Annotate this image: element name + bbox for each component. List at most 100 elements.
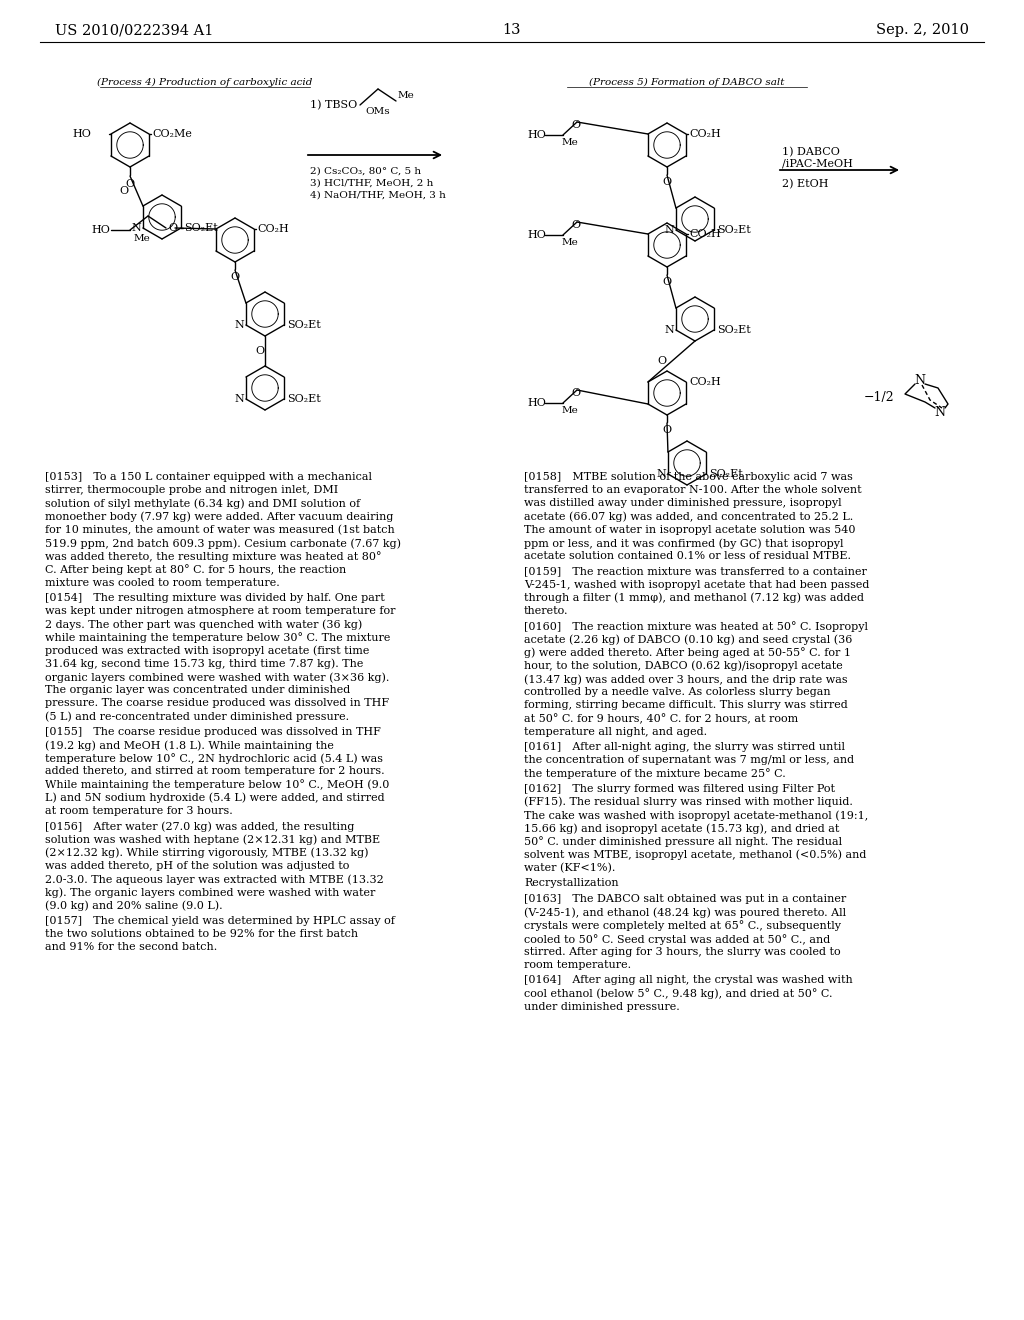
Text: solution of silyl methylate (6.34 kg) and DMI solution of: solution of silyl methylate (6.34 kg) an…: [45, 499, 360, 510]
Text: (2×12.32 kg). While stirring vigorously, MTBE (13.32 kg): (2×12.32 kg). While stirring vigorously,…: [45, 847, 369, 858]
Text: Me: Me: [398, 91, 415, 99]
Text: produced was extracted with isopropyl acetate (first time: produced was extracted with isopropyl ac…: [45, 645, 370, 656]
Text: N: N: [131, 223, 141, 234]
Text: The cake was washed with isopropyl acetate-methanol (19:1,: The cake was washed with isopropyl aceta…: [524, 810, 868, 821]
Text: temperature below 10° C., 2N hydrochloric acid (5.4 L) was: temperature below 10° C., 2N hydrochlori…: [45, 754, 383, 764]
Text: 2) Cs₂CO₃, 80° C, 5 h: 2) Cs₂CO₃, 80° C, 5 h: [310, 168, 421, 176]
Text: solution was washed with heptane (2×12.31 kg) and MTBE: solution was washed with heptane (2×12.3…: [45, 834, 380, 845]
Text: while maintaining the temperature below 30° C. The mixture: while maintaining the temperature below …: [45, 632, 390, 643]
Text: [0159] The reaction mixture was transferred to a container: [0159] The reaction mixture was transfer…: [524, 566, 867, 577]
Text: (19.2 kg) and MeOH (1.8 L). While maintaining the: (19.2 kg) and MeOH (1.8 L). While mainta…: [45, 741, 334, 751]
Text: g) were added thereto. After being aged at 50-55° C. for 1: g) were added thereto. After being aged …: [524, 648, 851, 659]
Text: (Process 5) Formation of DABCO salt: (Process 5) Formation of DABCO salt: [590, 78, 784, 87]
Text: 2.0-3.0. The aqueous layer was extracted with MTBE (13.32: 2.0-3.0. The aqueous layer was extracted…: [45, 874, 384, 884]
Text: acetate (66.07 kg) was added, and concentrated to 25.2 L.: acetate (66.07 kg) was added, and concen…: [524, 512, 853, 523]
Text: The organic layer was concentrated under diminished: The organic layer was concentrated under…: [45, 685, 350, 696]
Text: N: N: [656, 469, 666, 479]
Text: HO: HO: [72, 129, 91, 139]
Text: under diminished pressure.: under diminished pressure.: [524, 1002, 680, 1012]
Text: 3) HCl/THF, MeOH, 2 h: 3) HCl/THF, MeOH, 2 h: [310, 180, 433, 187]
Text: was added thereto, pH of the solution was adjusted to: was added thereto, pH of the solution wa…: [45, 861, 349, 871]
Text: Recrystallization: Recrystallization: [524, 878, 618, 888]
Text: [0155] The coarse residue produced was dissolved in THF: [0155] The coarse residue produced was d…: [45, 727, 381, 737]
Text: While maintaining the temperature below 10° C., MeOH (9.0: While maintaining the temperature below …: [45, 780, 389, 791]
Text: transferred to an evaporator N-100. After the whole solvent: transferred to an evaporator N-100. Afte…: [524, 486, 861, 495]
Text: SO₂Et: SO₂Et: [184, 223, 218, 234]
Text: organic layers combined were washed with water (3×36 kg).: organic layers combined were washed with…: [45, 672, 389, 682]
Text: was added thereto, the resulting mixture was heated at 80°: was added thereto, the resulting mixture…: [45, 552, 382, 562]
Text: (FF15). The residual slurry was rinsed with mother liquid.: (FF15). The residual slurry was rinsed w…: [524, 797, 853, 808]
Text: [0153] To a 150 L container equipped with a mechanical: [0153] To a 150 L container equipped wit…: [45, 473, 372, 482]
Text: room temperature.: room temperature.: [524, 960, 631, 970]
Text: CO₂H: CO₂H: [689, 129, 721, 139]
Text: 2 days. The other part was quenched with water (36 kg): 2 days. The other part was quenched with…: [45, 619, 362, 630]
Text: kg). The organic layers combined were washed with water: kg). The organic layers combined were wa…: [45, 887, 376, 898]
Text: 2) EtOH: 2) EtOH: [782, 178, 828, 189]
Text: controlled by a needle valve. As colorless slurry began: controlled by a needle valve. As colorle…: [524, 688, 830, 697]
Text: cool ethanol (below 5° C., 9.48 kg), and dried at 50° C.: cool ethanol (below 5° C., 9.48 kg), and…: [524, 989, 833, 999]
Text: [0163] The DABCO salt obtained was put in a container: [0163] The DABCO salt obtained was put i…: [524, 894, 846, 904]
Text: HO: HO: [91, 224, 110, 235]
Text: O: O: [168, 223, 177, 234]
Text: water (KF<1%).: water (KF<1%).: [524, 863, 615, 873]
Text: the concentration of supernatant was 7 mg/ml or less, and: the concentration of supernatant was 7 m…: [524, 755, 854, 766]
Text: [0156] After water (27.0 kg) was added, the resulting: [0156] After water (27.0 kg) was added, …: [45, 821, 354, 832]
Text: and 91% for the second batch.: and 91% for the second batch.: [45, 942, 217, 952]
Text: Me: Me: [561, 238, 579, 247]
Text: added thereto, and stirred at room temperature for 2 hours.: added thereto, and stirred at room tempe…: [45, 767, 385, 776]
Text: 519.9 ppm, 2nd batch 609.3 ppm). Cesium carbonate (7.67 kg): 519.9 ppm, 2nd batch 609.3 ppm). Cesium …: [45, 539, 401, 549]
Text: CO₂H: CO₂H: [689, 378, 721, 387]
Text: ppm or less, and it was confirmed (by GC) that isopropyl: ppm or less, and it was confirmed (by GC…: [524, 539, 844, 549]
Text: HO: HO: [527, 230, 546, 240]
Text: 4) NaOH/THF, MeOH, 3 h: 4) NaOH/THF, MeOH, 3 h: [310, 191, 445, 201]
Text: was distilled away under diminished pressure, isopropyl: was distilled away under diminished pres…: [524, 499, 842, 508]
Text: cooled to 50° C. Seed crystal was added at 50° C., and: cooled to 50° C. Seed crystal was added …: [524, 933, 830, 945]
Text: forming, stirring became difficult. This slurry was stirred: forming, stirring became difficult. This…: [524, 701, 848, 710]
Text: Me: Me: [561, 139, 579, 147]
Text: at 50° C. for 9 hours, 40° C. for 2 hours, at room: at 50° C. for 9 hours, 40° C. for 2 hour…: [524, 714, 799, 725]
Text: (V-245-1), and ethanol (48.24 kg) was poured thereto. All: (V-245-1), and ethanol (48.24 kg) was po…: [524, 907, 846, 917]
Text: stirrer, thermocouple probe and nitrogen inlet, DMI: stirrer, thermocouple probe and nitrogen…: [45, 486, 338, 495]
Text: V-245-1, washed with isopropyl acetate that had been passed: V-245-1, washed with isopropyl acetate t…: [524, 579, 869, 590]
Text: N: N: [665, 325, 674, 335]
Text: [0160] The reaction mixture was heated at 50° C. Isopropyl: [0160] The reaction mixture was heated a…: [524, 622, 868, 632]
Text: C. After being kept at 80° C. for 5 hours, the reaction: C. After being kept at 80° C. for 5 hour…: [45, 565, 346, 576]
Text: 13: 13: [503, 22, 521, 37]
Text: O: O: [657, 356, 667, 367]
Text: Me: Me: [133, 234, 151, 243]
Text: O: O: [570, 220, 580, 230]
Text: for 10 minutes, the amount of water was measured (1st batch: for 10 minutes, the amount of water was …: [45, 525, 394, 535]
Text: temperature all night, and aged.: temperature all night, and aged.: [524, 727, 708, 737]
Text: crystals were completely melted at 65° C., subsequently: crystals were completely melted at 65° C…: [524, 920, 841, 932]
Text: O: O: [119, 186, 128, 195]
Text: thereto.: thereto.: [524, 606, 568, 616]
Text: (13.47 kg) was added over 3 hours, and the drip rate was: (13.47 kg) was added over 3 hours, and t…: [524, 675, 848, 685]
Text: −1/2: −1/2: [863, 392, 894, 404]
Text: acetate (2.26 kg) of DABCO (0.10 kg) and seed crystal (36: acetate (2.26 kg) of DABCO (0.10 kg) and…: [524, 635, 852, 645]
Text: mixture was cooled to room temperature.: mixture was cooled to room temperature.: [45, 578, 280, 587]
Text: N: N: [914, 374, 926, 387]
Text: (Process 4) Production of carboxylic acid: (Process 4) Production of carboxylic aci…: [97, 78, 312, 87]
Text: was kept under nitrogen atmosphere at room temperature for: was kept under nitrogen atmosphere at ro…: [45, 606, 395, 616]
Text: O: O: [125, 180, 134, 189]
Text: [0157] The chemical yield was determined by HPLC assay of: [0157] The chemical yield was determined…: [45, 916, 395, 925]
Text: O: O: [663, 425, 672, 436]
Text: 1) DABCO: 1) DABCO: [782, 147, 840, 157]
Text: CO₂Me: CO₂Me: [152, 129, 191, 139]
Text: O: O: [570, 120, 580, 129]
Text: hour, to the solution, DABCO (0.62 kg)/isopropyl acetate: hour, to the solution, DABCO (0.62 kg)/i…: [524, 661, 843, 672]
Text: through a filter (1 mmφ), and methanol (7.12 kg) was added: through a filter (1 mmφ), and methanol (…: [524, 593, 864, 603]
Text: 1) TBSO: 1) TBSO: [310, 100, 357, 110]
Text: SO₂Et: SO₂Et: [709, 469, 742, 479]
Text: N: N: [665, 224, 674, 235]
Text: the temperature of the mixture became 25° C.: the temperature of the mixture became 25…: [524, 768, 785, 779]
Text: [0154] The resulting mixture was divided by half. One part: [0154] The resulting mixture was divided…: [45, 593, 385, 603]
Text: Me: Me: [561, 407, 579, 414]
Text: O: O: [663, 277, 672, 286]
Text: HO: HO: [527, 129, 546, 140]
Text: O: O: [230, 272, 240, 282]
Text: monoether body (7.97 kg) were added. After vacuum deairing: monoether body (7.97 kg) were added. Aft…: [45, 512, 393, 523]
Text: acetate solution contained 0.1% or less of residual MTBE.: acetate solution contained 0.1% or less …: [524, 552, 851, 561]
Text: SO₂Et: SO₂Et: [287, 319, 321, 330]
Text: The amount of water in isopropyl acetate solution was 540: The amount of water in isopropyl acetate…: [524, 525, 855, 535]
